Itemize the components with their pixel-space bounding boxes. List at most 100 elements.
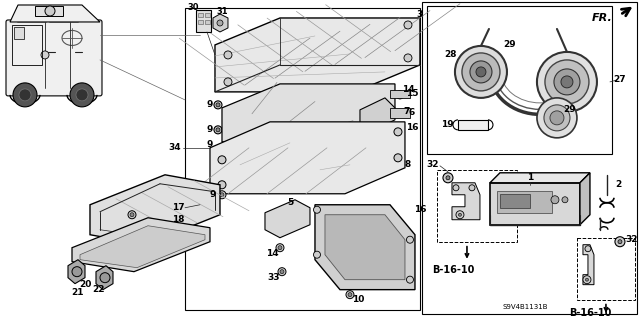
Bar	[437, 170, 517, 242]
Polygon shape	[325, 215, 405, 280]
Polygon shape	[583, 245, 594, 285]
Text: 19: 19	[441, 120, 453, 129]
Bar	[196, 10, 211, 32]
Circle shape	[406, 236, 413, 243]
Circle shape	[404, 21, 412, 29]
Polygon shape	[210, 122, 405, 194]
Bar	[390, 108, 410, 118]
Circle shape	[70, 83, 94, 107]
Circle shape	[398, 93, 402, 97]
Circle shape	[224, 78, 232, 86]
Bar	[390, 90, 410, 98]
Circle shape	[216, 128, 220, 132]
Circle shape	[615, 237, 625, 247]
Text: 9: 9	[207, 140, 213, 149]
Circle shape	[456, 211, 464, 219]
Text: 16: 16	[413, 205, 426, 214]
Text: B-16-10: B-16-10	[432, 265, 474, 275]
Text: 28: 28	[445, 50, 457, 59]
Polygon shape	[360, 98, 395, 132]
Circle shape	[586, 278, 588, 281]
Polygon shape	[265, 200, 310, 238]
Polygon shape	[96, 266, 113, 290]
Polygon shape	[215, 18, 420, 92]
Circle shape	[217, 20, 223, 26]
Circle shape	[585, 246, 591, 252]
Circle shape	[214, 101, 222, 109]
Text: 16: 16	[406, 123, 418, 132]
Text: 30: 30	[188, 4, 199, 12]
Circle shape	[224, 51, 232, 59]
Polygon shape	[213, 14, 228, 32]
Polygon shape	[80, 226, 205, 268]
Circle shape	[45, 6, 55, 16]
Polygon shape	[90, 175, 220, 245]
Circle shape	[551, 196, 559, 204]
Circle shape	[214, 126, 222, 134]
Circle shape	[276, 244, 284, 252]
Circle shape	[314, 206, 321, 213]
Circle shape	[446, 176, 450, 180]
Bar	[205, 20, 210, 24]
Text: 7: 7	[404, 108, 410, 116]
Polygon shape	[10, 5, 100, 22]
Bar	[12, 25, 42, 65]
Text: 8: 8	[405, 160, 411, 169]
Text: FR.: FR.	[592, 13, 613, 23]
FancyBboxPatch shape	[17, 7, 47, 22]
Bar	[500, 194, 530, 208]
Circle shape	[346, 291, 354, 299]
Polygon shape	[315, 205, 415, 290]
Circle shape	[348, 293, 352, 297]
Text: 29: 29	[564, 105, 576, 115]
Bar	[497, 191, 552, 213]
Circle shape	[278, 268, 286, 276]
Bar	[185, 8, 420, 310]
Polygon shape	[490, 173, 590, 183]
Circle shape	[453, 185, 459, 191]
Circle shape	[278, 246, 282, 250]
Circle shape	[396, 91, 404, 99]
Circle shape	[216, 103, 220, 107]
Text: 33: 33	[268, 273, 280, 282]
Circle shape	[406, 276, 413, 283]
Circle shape	[130, 213, 134, 217]
Text: 2: 2	[615, 180, 621, 189]
Text: 14: 14	[266, 249, 278, 258]
Circle shape	[394, 128, 402, 136]
Text: 3: 3	[417, 11, 423, 19]
Circle shape	[218, 181, 226, 189]
Circle shape	[220, 193, 224, 197]
Text: B-16-10: B-16-10	[569, 308, 611, 318]
Circle shape	[545, 60, 589, 104]
Circle shape	[41, 51, 49, 59]
Circle shape	[562, 197, 568, 203]
Circle shape	[561, 76, 573, 88]
Text: S9V4B1131B: S9V4B1131B	[502, 304, 548, 310]
Polygon shape	[452, 183, 480, 220]
Text: 5: 5	[287, 198, 293, 207]
Polygon shape	[72, 218, 210, 272]
Circle shape	[470, 61, 492, 83]
Circle shape	[100, 273, 110, 283]
Text: 9: 9	[207, 100, 213, 109]
Bar	[205, 13, 210, 17]
Circle shape	[76, 89, 88, 101]
Circle shape	[618, 240, 622, 244]
Bar	[198, 13, 203, 17]
Polygon shape	[580, 173, 590, 225]
Text: 22: 22	[93, 285, 105, 294]
Polygon shape	[222, 84, 395, 142]
Text: 1: 1	[527, 173, 533, 182]
FancyBboxPatch shape	[49, 7, 79, 22]
Text: 21: 21	[72, 288, 84, 297]
Bar	[35, 6, 63, 16]
Text: 20: 20	[79, 280, 91, 289]
Circle shape	[314, 251, 321, 258]
Bar	[427, 6, 612, 154]
Text: 31: 31	[216, 7, 228, 17]
Circle shape	[554, 69, 580, 95]
Circle shape	[458, 213, 461, 216]
Circle shape	[550, 111, 564, 125]
Text: 18: 18	[172, 215, 184, 224]
